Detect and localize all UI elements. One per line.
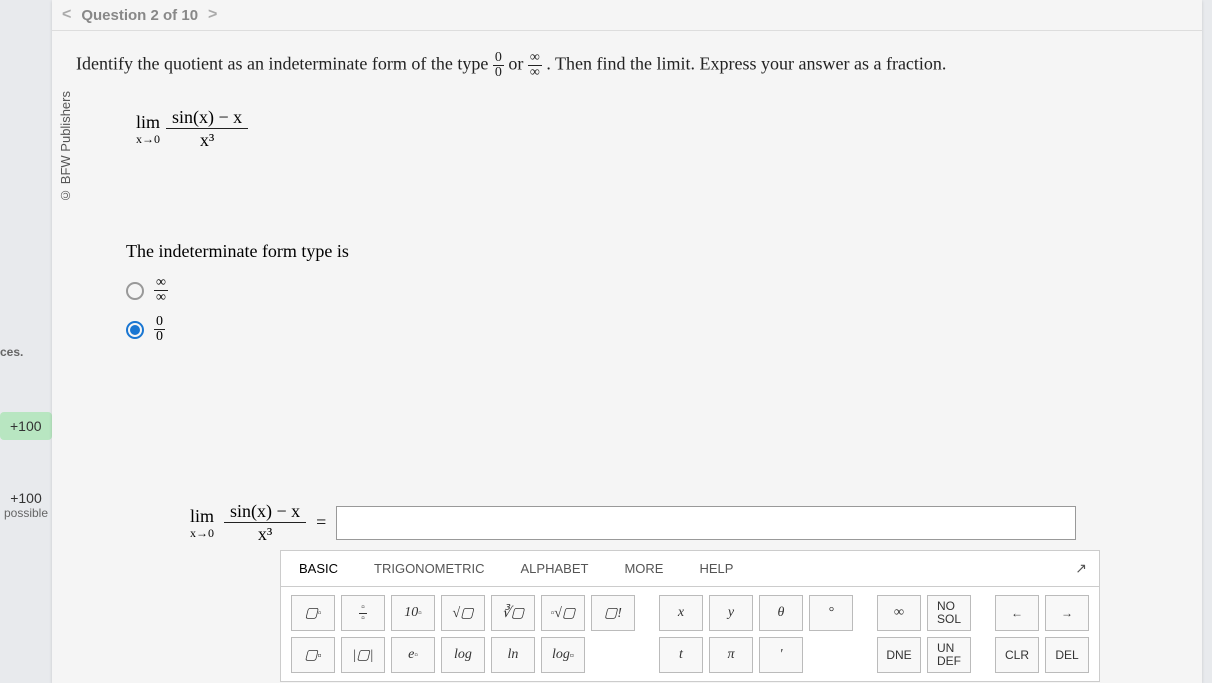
key-nthroot[interactable]: ▫√▢ xyxy=(541,595,585,631)
points-possible-label: possible xyxy=(0,506,52,520)
key-degree[interactable]: ° xyxy=(809,595,853,631)
key-infinity[interactable]: ∞ xyxy=(877,595,921,631)
frac-num: 0 xyxy=(154,315,165,330)
key-y[interactable]: y xyxy=(709,595,753,631)
radio-icon-selected xyxy=(126,321,144,339)
left-rail: ces. +100 +100 possible xyxy=(0,0,52,683)
indeterminate-form-label: The indeterminate form type is xyxy=(126,241,1182,262)
k-num: ▫ xyxy=(359,603,367,614)
equals-sign: = xyxy=(316,512,326,533)
key-subscript[interactable]: ▢▫ xyxy=(291,637,335,673)
keypad-collapse-button[interactable]: ↗ xyxy=(1063,552,1099,585)
key-x[interactable]: x xyxy=(659,595,703,631)
frac-den: 0 xyxy=(154,330,165,344)
lim-label: lim xyxy=(190,507,214,525)
prompt-text-c: . Then find the limit. Express your answ… xyxy=(546,54,946,74)
answer-row: lim x→0 sin(x) − x x³ = xyxy=(190,500,1076,545)
key-ten-power[interactable]: 10▫ xyxy=(391,595,435,631)
limit-numerator: sin(x) − x xyxy=(224,500,306,523)
key-cursor-left[interactable]: ← xyxy=(995,595,1039,631)
frac-den: ∞ xyxy=(528,66,542,80)
points-badge: +100 xyxy=(0,412,52,440)
key-no-sol[interactable]: NOSOL xyxy=(927,595,971,631)
key-undef[interactable]: UNDEF xyxy=(927,637,971,673)
answer-input[interactable] xyxy=(336,506,1076,540)
radio-option-label: ∞ ∞ xyxy=(154,276,168,305)
limit-numerator: sin(x) − x xyxy=(166,106,248,129)
frac-den: ∞ xyxy=(154,291,168,305)
math-keypad: BASIC TRIGONOMETRIC ALPHABET MORE HELP ↗… xyxy=(280,550,1100,682)
key-clear[interactable]: CLR xyxy=(995,637,1039,673)
question-counter: Question 2 of 10 xyxy=(81,7,198,24)
lim-sub: x→0 xyxy=(136,133,160,145)
radio-dot-icon xyxy=(130,325,140,335)
key-fraction[interactable]: ▫▫ xyxy=(341,595,385,631)
prompt-text-b: or xyxy=(508,54,528,74)
left-fragment: ces. xyxy=(0,345,23,359)
prompt-frac-inf: ∞ ∞ xyxy=(528,51,542,80)
keypad-row-1: ▢▫ ▫▫ 10▫ √▢ ∛▢ ▫√▢ ▢! x y θ ° ∞ NOSOL ←… xyxy=(281,587,1099,635)
radio-option-inf[interactable]: ∞ ∞ xyxy=(126,276,1182,305)
key-ln[interactable]: ln xyxy=(491,637,535,673)
question-content: © BFW Publishers Identify the quotient a… xyxy=(52,31,1202,344)
key-sqrt[interactable]: √▢ xyxy=(441,595,485,631)
radio-option-label: 0 0 xyxy=(154,315,165,344)
key-e-power[interactable]: e▫ xyxy=(391,637,435,673)
tab-help[interactable]: HELP xyxy=(681,551,751,586)
lim-label: lim xyxy=(136,113,160,131)
tab-alphabet[interactable]: ALPHABET xyxy=(503,551,607,586)
radio-option-zero[interactable]: 0 0 xyxy=(126,315,1182,344)
frac-num: 0 xyxy=(493,51,504,66)
lim-symbol: lim x→0 xyxy=(136,113,160,145)
points-possible-value: +100 xyxy=(0,490,52,506)
key-cursor-right[interactable]: → xyxy=(1045,595,1089,631)
key-t[interactable]: t xyxy=(659,637,703,673)
k-den: ▫ xyxy=(359,614,367,624)
key-log-base[interactable]: log▫ xyxy=(541,637,585,673)
key-delete[interactable]: DEL xyxy=(1045,637,1089,673)
key-factorial[interactable]: ▢! xyxy=(591,595,635,631)
frac-den: 0 xyxy=(493,66,504,80)
key-exponent[interactable]: ▢▫ xyxy=(291,595,335,631)
points-possible: +100 possible xyxy=(0,490,52,520)
keypad-tabs: BASIC TRIGONOMETRIC ALPHABET MORE HELP ↗ xyxy=(281,551,1099,587)
limit-fraction: sin(x) − x x³ xyxy=(224,500,306,545)
frac-num: ∞ xyxy=(154,276,168,291)
keypad-row-2: ▢▫ |▢| e▫ log ln log▫ t π ' DNE UNDEF CL… xyxy=(281,635,1099,681)
prev-question-button[interactable]: < xyxy=(62,6,71,24)
key-theta[interactable]: θ xyxy=(759,595,803,631)
question-prompt: Identify the quotient as an indeterminat… xyxy=(76,51,1182,80)
key-pi[interactable]: π xyxy=(709,637,753,673)
radio-icon xyxy=(126,282,144,300)
collapse-icon: ↗ xyxy=(1075,560,1087,576)
frac-num: ∞ xyxy=(528,51,542,66)
limit-denominator: x³ xyxy=(194,129,220,151)
key-abs[interactable]: |▢| xyxy=(341,637,385,673)
copyright-text: © BFW Publishers xyxy=(58,91,73,203)
tab-trigonometric[interactable]: TRIGONOMETRIC xyxy=(356,551,503,586)
prompt-frac-zero: 0 0 xyxy=(493,51,504,80)
tab-more[interactable]: MORE xyxy=(606,551,681,586)
lim-symbol: lim x→0 xyxy=(190,507,214,539)
key-cbrt[interactable]: ∛▢ xyxy=(491,595,535,631)
question-nav: < Question 2 of 10 > xyxy=(52,0,1202,31)
key-dne[interactable]: DNE xyxy=(877,637,921,673)
limit-expression: lim x→0 sin(x) − x x³ xyxy=(136,106,1182,151)
prompt-text-a: Identify the quotient as an indeterminat… xyxy=(76,54,493,74)
next-question-button[interactable]: > xyxy=(208,6,217,24)
limit-denominator: x³ xyxy=(252,523,278,545)
key-log[interactable]: log xyxy=(441,637,485,673)
tab-basic[interactable]: BASIC xyxy=(281,551,356,586)
key-prime[interactable]: ' xyxy=(759,637,803,673)
lim-sub: x→0 xyxy=(190,527,214,539)
limit-fraction: sin(x) − x x³ xyxy=(166,106,248,151)
